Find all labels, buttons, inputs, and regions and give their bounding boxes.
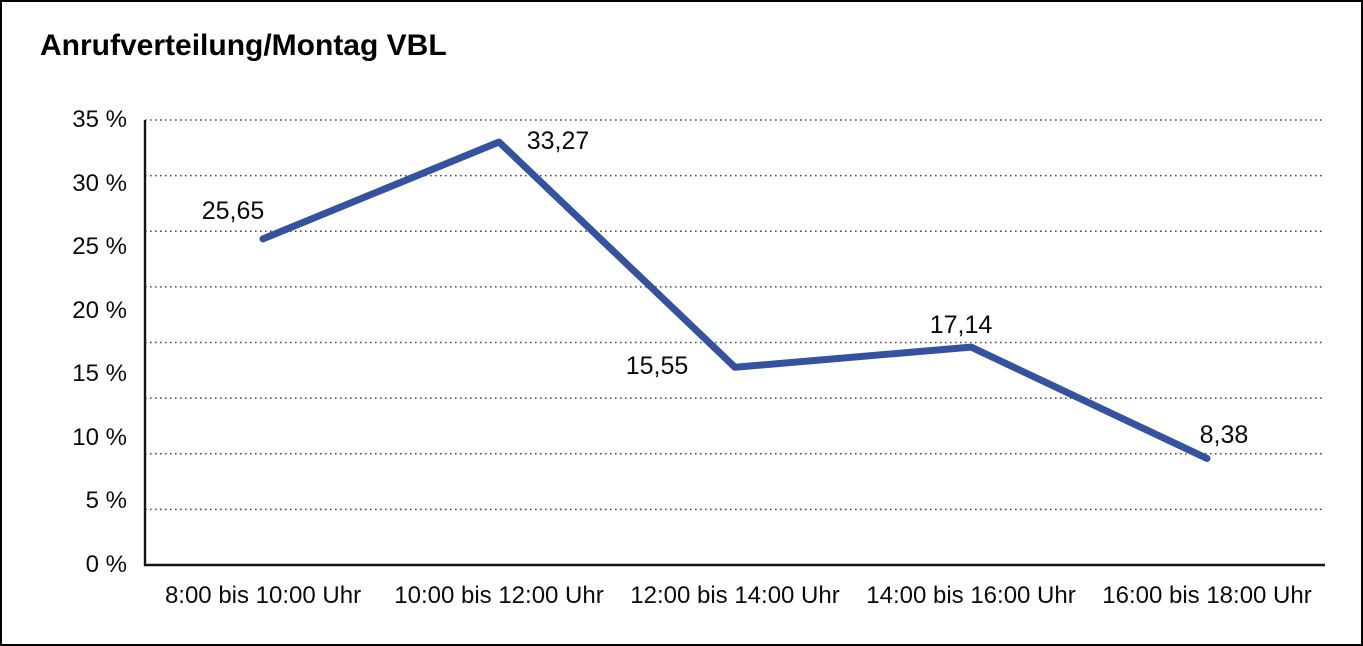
y-tick-label: 0 % — [85, 551, 127, 578]
x-category-label: 16:00 bis 18:00 Uhr — [1102, 582, 1312, 609]
x-category-label: 8:00 bis 10:00 Uhr — [164, 582, 362, 609]
y-tick-label: 5 % — [85, 487, 127, 515]
x-category-label: 12:00 bis 14:00 Uhr — [630, 582, 840, 609]
point-value-label: 8,38 — [1199, 421, 1249, 450]
point-value-label: 17,14 — [929, 311, 993, 340]
y-tick-label: 20 % — [72, 296, 127, 324]
point-value-label: 33,27 — [526, 126, 590, 155]
y-tick-label: 25 % — [72, 233, 127, 261]
x-category-label: 14:00 bis 16:00 Uhr — [866, 582, 1076, 609]
y-tick-label: 30 % — [72, 169, 127, 197]
chart-title: Anrufverteilung/Montag VBL — [40, 29, 447, 62]
point-value-label: 25,65 — [201, 196, 265, 225]
x-category-label: 10:00 bis 12:00 Uhr — [394, 582, 604, 609]
y-tick-label: 15 % — [72, 360, 127, 388]
y-tick-label: 35 % — [72, 106, 127, 133]
point-value-label: 15,55 — [625, 352, 689, 381]
y-tick-label: 10 % — [72, 423, 127, 451]
data-line — [259, 138, 1211, 462]
